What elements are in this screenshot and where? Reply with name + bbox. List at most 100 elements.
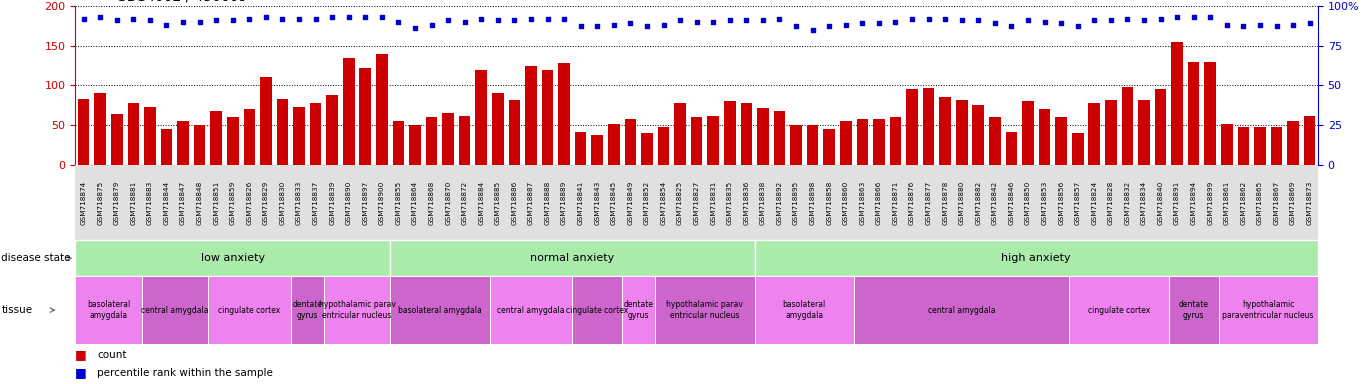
Text: GSM718860: GSM718860 (843, 180, 849, 225)
Bar (1304, 116, 1315, 165)
Text: GSM718854: GSM718854 (660, 180, 667, 225)
Bar (592, 135, 603, 165)
Point (1299, 20, 1321, 26)
Bar (873, 119, 885, 165)
Bar (790, 125, 801, 165)
Point (967, 17, 989, 23)
Text: GSM718847: GSM718847 (179, 180, 186, 225)
Bar (1171, 41, 1182, 165)
Text: GSM718861: GSM718861 (1223, 180, 1230, 225)
Text: high anxiety: high anxiety (1001, 253, 1071, 263)
Point (1133, 17, 1155, 23)
Point (1233, 23, 1255, 30)
Bar (144, 107, 156, 165)
Text: GSM718848: GSM718848 (197, 180, 203, 225)
Point (138, 17, 160, 23)
Bar (1155, 89, 1166, 165)
Bar (1271, 127, 1282, 165)
Point (1182, 14, 1204, 20)
Bar (758, 108, 769, 165)
Point (736, 17, 758, 23)
Text: GSM718886: GSM718886 (511, 180, 518, 225)
Point (73, 15, 95, 22)
Bar (508, 100, 521, 165)
Bar (1106, 100, 1117, 165)
Point (288, 15, 310, 22)
Text: GSM718837: GSM718837 (312, 180, 319, 225)
Bar (326, 95, 338, 165)
Text: tissue: tissue (1, 305, 33, 315)
Bar (608, 124, 619, 165)
Text: GSM718864: GSM718864 (412, 180, 418, 225)
Point (686, 19, 708, 25)
Text: central amygdala: central amygdala (141, 306, 208, 314)
Text: hypothalamic parav
entricular nucleus: hypothalamic parav entricular nucleus (319, 300, 396, 320)
Point (338, 14, 360, 20)
Point (537, 15, 559, 22)
Text: GSM718828: GSM718828 (1108, 180, 1114, 225)
Text: cingulate cortex: cingulate cortex (218, 306, 281, 314)
Text: GSM718856: GSM718856 (1058, 180, 1064, 225)
Point (669, 17, 690, 23)
Text: basolateral
amygdala: basolateral amygdala (86, 300, 130, 320)
Bar (690, 117, 703, 165)
Text: GSM718878: GSM718878 (943, 180, 948, 225)
Point (122, 15, 144, 22)
Bar (807, 125, 818, 165)
Bar (310, 103, 322, 165)
Bar (492, 93, 504, 165)
Bar (956, 100, 967, 165)
Bar (1237, 127, 1249, 165)
Text: dentate
gyrus: dentate gyrus (292, 300, 322, 320)
Point (189, 19, 211, 25)
Text: GSM718865: GSM718865 (1256, 180, 1263, 225)
Point (355, 14, 377, 20)
Bar (227, 116, 238, 165)
Point (603, 22, 625, 28)
Point (1017, 17, 1038, 23)
Text: GSM718879: GSM718879 (114, 180, 119, 225)
Bar (78, 99, 89, 165)
Text: GSM718827: GSM718827 (693, 180, 700, 225)
Point (1149, 15, 1171, 22)
Point (421, 22, 443, 28)
Point (238, 15, 260, 22)
Bar (393, 121, 404, 165)
Bar (840, 121, 852, 165)
Point (885, 19, 907, 25)
Text: GSM718885: GSM718885 (495, 180, 501, 225)
Text: GSM718834: GSM718834 (1141, 180, 1147, 225)
Text: low anxiety: low anxiety (200, 253, 264, 263)
Text: basolateral amygdala: basolateral amygdala (397, 306, 482, 314)
Text: GSM718853: GSM718853 (1041, 180, 1048, 225)
Text: basolateral
amygdala: basolateral amygdala (782, 300, 826, 320)
Point (1100, 17, 1122, 23)
Bar (1071, 133, 1084, 165)
Point (570, 23, 592, 30)
Bar (443, 113, 453, 165)
Point (719, 17, 741, 23)
Text: GSM718883: GSM718883 (147, 180, 153, 225)
Bar (127, 103, 140, 165)
Text: GSM718900: GSM718900 (379, 180, 385, 225)
Point (951, 17, 973, 23)
Text: GSM718863: GSM718863 (859, 180, 866, 225)
Text: GSM718887: GSM718887 (527, 180, 534, 225)
Text: GSM718871: GSM718871 (892, 180, 899, 225)
Point (105, 17, 127, 23)
Text: central amygdala: central amygdala (497, 306, 564, 314)
Bar (160, 129, 173, 165)
Text: GSM718882: GSM718882 (975, 180, 981, 225)
Text: GSM718858: GSM718858 (826, 180, 832, 225)
Bar (1221, 124, 1233, 165)
Bar (1089, 103, 1100, 165)
Text: GSM718897: GSM718897 (362, 180, 369, 225)
Text: GSM718835: GSM718835 (726, 180, 733, 225)
Bar (95, 93, 105, 165)
Text: GSM718876: GSM718876 (910, 180, 915, 225)
Point (173, 19, 195, 25)
Bar (1055, 117, 1067, 165)
Text: GSM718862: GSM718862 (1240, 180, 1247, 225)
Text: GSM718841: GSM718841 (578, 180, 584, 225)
Point (703, 19, 725, 25)
